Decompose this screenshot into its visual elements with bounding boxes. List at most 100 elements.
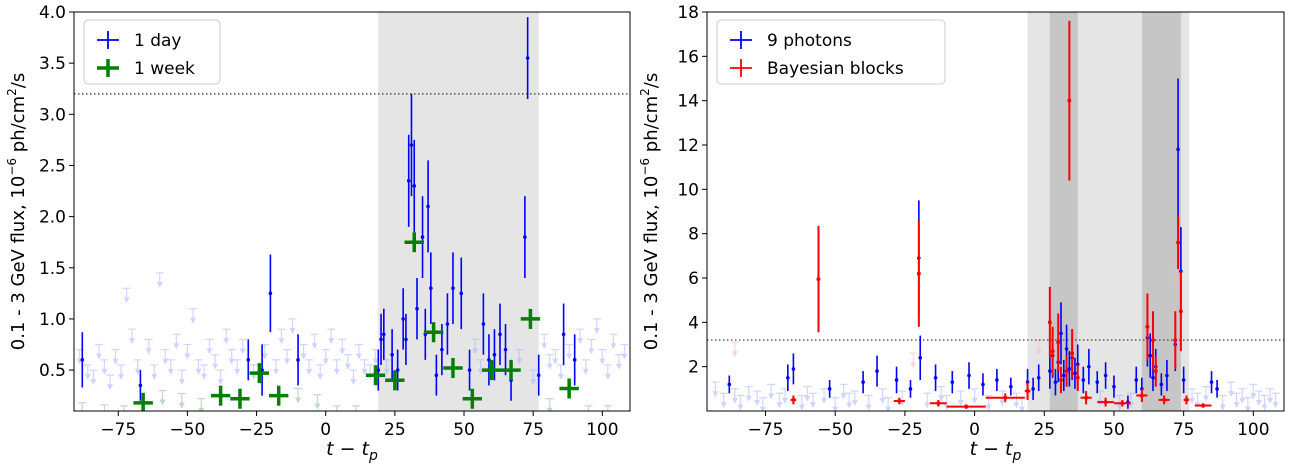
upper-limit-0-63	[598, 349, 607, 365]
upper-limit-1-1	[909, 352, 918, 369]
upper-limit-0-39	[1232, 392, 1241, 409]
data-point-s0-2	[246, 339, 251, 381]
upper-limit-0-16	[845, 392, 854, 409]
data-point-s0-9	[390, 329, 394, 381]
upper-limit-0-43	[1254, 390, 1263, 407]
upper-limit-0-17	[177, 369, 186, 386]
data-point-s1-26	[1178, 271, 1183, 352]
data-point-s0-31	[1087, 348, 1091, 385]
upper-limit-0-3	[94, 343, 103, 360]
data-point-s0-24	[1061, 360, 1066, 392]
data-point-s0-15	[412, 139, 417, 232]
data-point-s1-24	[1173, 311, 1178, 369]
data-point-s0-48	[1209, 371, 1214, 394]
data-point-s1-1	[790, 395, 797, 405]
y-tick-label: 12	[677, 136, 699, 156]
data-point-s1-8	[423, 322, 444, 343]
upper-limit-0-54	[540, 333, 549, 350]
upper-limit-0-29	[249, 364, 258, 380]
data-point-s0-1	[138, 370, 143, 401]
data-point-s0-33	[523, 196, 527, 278]
data-point-s1-4	[269, 385, 289, 406]
plot-area	[707, 12, 1284, 411]
x-tick-label: 25	[1033, 420, 1055, 440]
data-point-s1-15	[1075, 364, 1080, 392]
y-tick-label: 8	[688, 225, 699, 245]
y-tick-label: 10	[677, 180, 699, 200]
upper-limit-1-2	[119, 405, 128, 411]
upper-limit-0-67	[620, 343, 629, 360]
upper-limit-0-7	[117, 364, 126, 380]
legend-item-1: 1 week	[97, 59, 195, 79]
data-point-s0-21	[434, 354, 439, 396]
upper-limit-0-52	[515, 349, 524, 365]
data-point-s1-12	[1064, 355, 1069, 387]
data-point-s0-5	[296, 334, 300, 386]
data-point-s0-10	[933, 364, 938, 392]
upper-limit-0-41	[1243, 397, 1252, 411]
data-point-s1-28	[1194, 403, 1212, 408]
upper-limit-0-61	[587, 338, 596, 355]
data-point-s0-4	[861, 371, 865, 394]
x-tick-label: 0	[320, 420, 331, 440]
data-point-s0-34	[1112, 375, 1116, 398]
upper-limit-0-44	[349, 369, 358, 386]
x-tick-label: 75	[1173, 420, 1195, 440]
upper-limit-0-32	[1115, 394, 1124, 411]
y-tick-label: 16	[677, 47, 699, 67]
upper-limit-0-66	[614, 354, 623, 370]
upper-limit-0-45	[1266, 388, 1275, 404]
upper-limit-0-7	[767, 383, 776, 400]
data-point-s1-5	[365, 365, 386, 386]
upper-limit-0-26	[227, 349, 236, 365]
upper-limit-1-9	[352, 405, 361, 411]
data-point-s0-20	[429, 252, 433, 325]
upper-limit-1-11	[584, 405, 593, 411]
upper-limit-0-5	[753, 390, 762, 407]
upper-limit-0-18	[183, 343, 192, 360]
upper-limit-0-0	[711, 381, 720, 398]
data-point-s1-10	[462, 388, 483, 409]
right-panel: −75 −50 −25 0 25 50 75 100 2 4 6 8 10 12 14 16 18 t − tp 0…	[638, 3, 1285, 464]
y-tick-label: 6	[688, 269, 699, 289]
x-axis-label: t − tp	[970, 438, 1022, 464]
data-point-s1-7	[1024, 382, 1031, 400]
y-tick-label: 2.0	[39, 208, 66, 228]
x-tick-label: −50	[169, 420, 205, 440]
upper-limit-0-13	[820, 388, 829, 404]
upper-limit-0-10	[797, 394, 806, 411]
data-point-s0-12	[967, 362, 971, 389]
data-point-s0-0	[727, 375, 732, 394]
data-point-s0-30	[1081, 366, 1086, 394]
upper-limit-1-3	[1171, 270, 1180, 287]
upper-limit-0-30	[1017, 397, 1026, 411]
upper-limit-0-21	[200, 364, 209, 380]
data-point-s0-2	[791, 353, 796, 385]
data-point-s1-17	[1097, 397, 1114, 407]
y-tick-label: 2.5	[39, 156, 66, 176]
upper-limit-0-9	[128, 328, 137, 345]
data-point-s1-25	[1176, 215, 1181, 270]
legend-label: Bayesian blocks	[767, 59, 904, 79]
upper-limit-0-55	[545, 354, 554, 370]
data-point-s0-12	[404, 313, 408, 365]
data-point-s0-13	[406, 134, 411, 227]
upper-limit-1-4	[177, 393, 186, 409]
upper-limit-0-11	[803, 386, 812, 402]
upper-limit-0-42	[1249, 383, 1258, 400]
upper-limit-0-6	[111, 349, 120, 365]
upper-limit-0-8	[775, 392, 784, 409]
upper-limit-0-60	[581, 359, 590, 375]
upper-limit-0-10	[133, 359, 142, 375]
data-point-s0-6	[376, 349, 381, 391]
y-tick-label: 3.0	[39, 105, 66, 125]
legend-box	[716, 19, 946, 85]
data-point-s0-28	[487, 334, 491, 386]
data-point-s0-9	[918, 335, 923, 380]
upper-limit-1-0	[78, 402, 87, 411]
y-tick-label: 14	[677, 92, 699, 112]
data-point-s1-2	[230, 388, 250, 409]
upper-limit-0-22	[205, 338, 214, 355]
y-tick-label: 4.0	[39, 3, 66, 23]
